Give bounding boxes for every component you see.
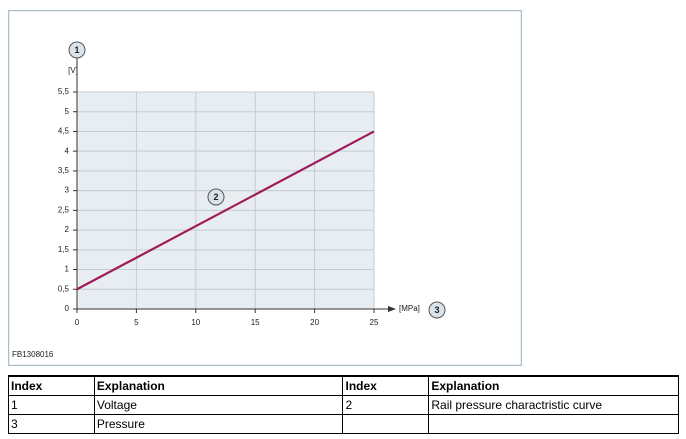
x-tick-label: 15: [251, 318, 260, 327]
callout-label: 3: [434, 305, 439, 315]
x-tick-label: 0: [75, 318, 80, 327]
y-tick-label: 4: [65, 146, 70, 155]
y-tick-label: 0,5: [58, 284, 70, 293]
figure-id: FB1308016: [12, 350, 54, 359]
y-tick-label: 2: [65, 225, 70, 234]
table-cell: Pressure: [93, 414, 344, 434]
y-tick-label: 1: [65, 265, 70, 274]
table-cell: Voltage: [93, 395, 344, 415]
y-tick-label: 3: [65, 186, 70, 195]
legend-table: Index Explanation Index Explanation 1 Voltage…: [8, 375, 679, 434]
table-cell: 3: [8, 414, 95, 434]
table-cell: 1: [8, 395, 95, 415]
y-tick-label: 4,5: [58, 127, 70, 136]
x-axis-label: [MPa]: [399, 304, 420, 313]
x-tick-label: 5: [134, 318, 139, 327]
callout-label: 1: [74, 45, 79, 55]
x-tick-label: 25: [370, 318, 379, 327]
figure: FB1308016 0 0,5 1 1,5 2 2,5 3 3,5 4 4,5 5 5,5 0 5 10 15…: [8, 10, 522, 366]
callout-circle: [428, 301, 446, 319]
table-header-cell: Explanation: [428, 375, 679, 396]
data-line: [76, 130, 375, 291]
x-axis-arrow: [388, 306, 396, 312]
table-header-cell: Index: [342, 375, 430, 396]
table-cell: [428, 414, 679, 434]
x-tick-label: 10: [191, 318, 200, 327]
plot-area: [77, 92, 374, 309]
callout-circle: [68, 41, 86, 59]
table-header-row: Index Explanation Index Explanation: [8, 375, 679, 396]
table-row: 1 Voltage 2 Rail pressure charactristic cur…: [8, 395, 679, 415]
y-tick-label: 0: [65, 304, 70, 313]
table-header-cell: Index: [8, 375, 95, 396]
y-tick-label: 2,5: [58, 205, 70, 214]
y-tick-label: 5,5: [58, 87, 70, 96]
callout-circle: [207, 188, 225, 206]
table-header-cell: Explanation: [93, 375, 344, 396]
table-row: 3 Pressure: [8, 414, 679, 434]
table-cell: [342, 414, 430, 434]
y-tick-label: 1,5: [58, 245, 70, 254]
y-tick-label: 3,5: [58, 166, 70, 175]
y-axis-label: [V]: [68, 66, 78, 75]
table-cell: Rail pressure charactristic curve: [428, 395, 679, 415]
x-tick-label: 20: [310, 318, 319, 327]
callout-label: 2: [213, 192, 218, 202]
table-cell: 2: [342, 395, 430, 415]
y-tick-label: 5: [65, 107, 70, 116]
